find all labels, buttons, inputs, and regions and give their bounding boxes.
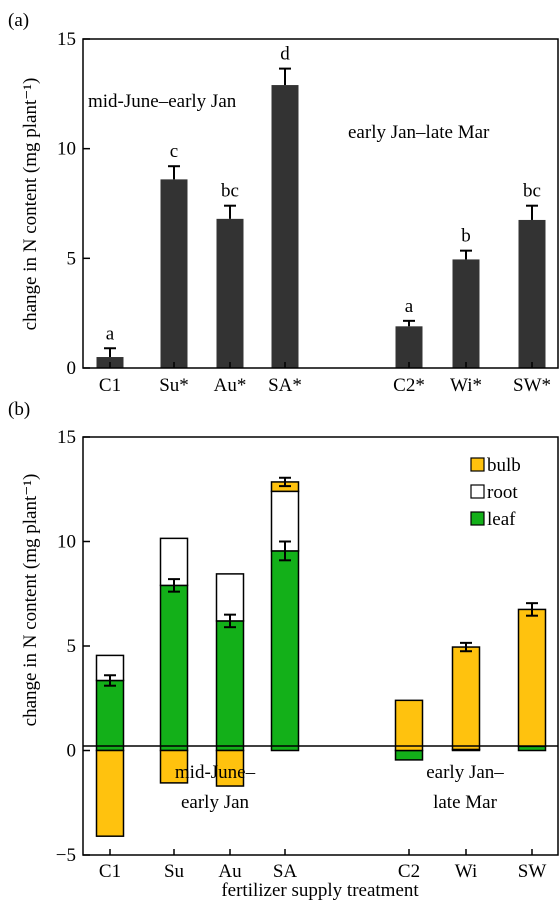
panel-a-annotation-left: mid-June–early Jan xyxy=(88,91,237,112)
legend-swatch-root xyxy=(470,484,485,499)
bar-a-c2 xyxy=(395,326,423,368)
significance-letter-sw: bc xyxy=(523,181,541,202)
bar-b-au-bulb xyxy=(215,749,245,787)
panel-b: (b) change in N content (mg plant⁻¹) −5 0… xyxy=(8,399,559,901)
panel-a-ylabel: change in N content (mg plant⁻¹) xyxy=(20,78,41,331)
bar-a-wi xyxy=(452,259,480,368)
significance-letter-c2: a xyxy=(405,296,414,317)
panel-b-x-tick-labels: C1 Su Au SA C2 Wi SW xyxy=(99,849,546,882)
panel-b-annotation-left-line2: early Jan xyxy=(181,792,250,813)
bar-a-su xyxy=(160,179,188,368)
x-tick-label-b-sa: SA xyxy=(273,861,298,882)
y-tick-label-a-0: 0 xyxy=(67,358,77,379)
panel-b-error-bars xyxy=(104,476,538,687)
y-tick-label-b-5: 5 xyxy=(67,636,77,657)
error-bar-b-leaf-sa xyxy=(279,540,291,562)
panel-b-ylabel: change in N content (mg plant⁻¹) xyxy=(20,474,41,727)
panel-a-y-ticks: 0 5 10 15 xyxy=(57,29,90,379)
panel-a: (a) change in N content (mg plant⁻¹) a c b… xyxy=(8,10,559,396)
x-tick-label-b-su: Su xyxy=(164,861,185,882)
x-tick-label-a-sw: SW* xyxy=(513,375,551,396)
error-bar-a-c2 xyxy=(403,319,415,327)
x-tick-label-b-au: Au xyxy=(218,861,242,882)
bar-b-su-root xyxy=(159,537,189,587)
bar-b-c2-bulb xyxy=(394,699,424,752)
error-bar-a-sw xyxy=(526,204,538,220)
error-bar-a-su xyxy=(168,165,180,180)
bar-b-sw-bulb xyxy=(517,608,547,748)
bar-a-au xyxy=(216,218,244,368)
y-tick-label-a-5: 5 xyxy=(67,248,77,269)
panel-a-x-tick-labels: C1 Su* Au* SA* C2* Wi* SW* xyxy=(99,362,551,396)
significance-letter-sa: d xyxy=(280,44,290,65)
bar-a-sa xyxy=(271,85,299,368)
bar-b-su-leaf xyxy=(159,584,189,752)
significance-letter-au: bc xyxy=(221,181,239,202)
bar-b-c1-leaf xyxy=(95,679,125,752)
error-bar-a-wi xyxy=(460,249,472,260)
x-tick-label-b-sw: SW xyxy=(518,861,547,882)
y-tick-label-a-15: 15 xyxy=(57,29,76,50)
y-tick-label-b-10: 10 xyxy=(57,532,76,553)
bar-b-c2-leaf xyxy=(394,749,424,761)
x-tick-label-a-su: Su* xyxy=(159,375,189,396)
panel-b-annotation-right: early Jan– late Mar xyxy=(426,762,504,813)
panel-a-annotation-right: early Jan–late Mar xyxy=(348,122,490,143)
error-bar-b-leaf-au xyxy=(224,613,236,629)
bar-b-sa-leaf xyxy=(270,550,300,752)
panel-b-label: (b) xyxy=(8,399,30,420)
significance-letter-c1: a xyxy=(106,323,115,344)
y-tick-label-b--5: −5 xyxy=(56,845,76,866)
legend-label-bulb: bulb xyxy=(487,455,521,476)
legend-label-leaf: leaf xyxy=(487,509,516,530)
x-tick-label-b-c1: C1 xyxy=(99,861,121,882)
x-tick-label-a-c1: C1 xyxy=(99,375,121,396)
legend-swatch-bulb xyxy=(470,457,485,472)
error-bar-b-total-wi xyxy=(460,641,472,653)
y-tick-label-b-15: 15 xyxy=(57,427,76,448)
panel-b-xlabel: fertilizer supply treatment xyxy=(221,880,419,901)
x-tick-label-a-sa: SA* xyxy=(268,375,302,396)
bar-b-su-bulb xyxy=(159,749,189,784)
error-bar-a-au xyxy=(224,204,236,219)
bar-b-au-leaf xyxy=(215,620,245,752)
error-bar-b-total-sw xyxy=(526,602,538,617)
panel-a-error-bars xyxy=(104,67,538,358)
significance-letter-su: c xyxy=(170,141,178,162)
error-bar-b-leaf-c1 xyxy=(104,674,116,687)
panel-a-significance-letters: a c bc d a b bc xyxy=(106,44,541,345)
legend-label-root: root xyxy=(487,482,518,503)
x-tick-label-b-c2: C2 xyxy=(398,861,420,882)
panel-b-annotation-right-line1: early Jan– xyxy=(426,762,504,783)
x-tick-label-a-wi: Wi* xyxy=(450,375,482,396)
x-tick-label-a-c2: C2* xyxy=(393,375,425,396)
panel-b-y-ticks: −5 0 5 10 15 xyxy=(56,427,90,866)
legend-swatch-leaf xyxy=(470,511,485,526)
panel-b-annotation-left: mid-June– early Jan xyxy=(175,762,256,813)
error-bar-a-c1 xyxy=(104,347,116,358)
panel-b-annotation-left-line1: mid-June– xyxy=(175,762,256,783)
panel-a-bars xyxy=(96,85,546,368)
bar-b-c1-bulb xyxy=(95,749,125,837)
y-tick-label-b-0: 0 xyxy=(67,741,77,762)
panel-a-frame xyxy=(82,38,559,369)
error-bar-b-total-sa xyxy=(279,476,291,488)
bar-a-sw xyxy=(518,219,546,368)
error-bar-b-leaf-su xyxy=(168,578,180,593)
panel-b-annotation-right-line2: late Mar xyxy=(433,792,498,813)
panel-b-legend: bulb root leaf xyxy=(470,455,521,530)
bar-b-wi-bulb xyxy=(451,646,481,751)
y-tick-label-a-10: 10 xyxy=(57,139,76,160)
x-tick-label-a-au: Au* xyxy=(214,375,247,396)
panel-a-label: (a) xyxy=(8,10,29,31)
x-tick-label-b-wi: Wi xyxy=(455,861,477,882)
error-bar-a-sa xyxy=(279,67,291,86)
panel-b-bars xyxy=(95,481,547,837)
significance-letter-wi: b xyxy=(461,226,471,247)
